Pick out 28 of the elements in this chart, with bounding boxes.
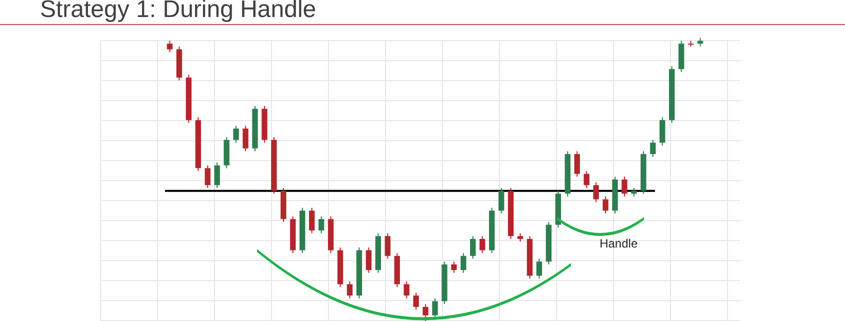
candlestick	[451, 261, 457, 274]
candlestick	[166, 40, 173, 53]
candlestick	[480, 236, 486, 254]
candlestick	[404, 280, 410, 299]
candlestick	[622, 176, 628, 197]
candlestick	[593, 182, 599, 203]
candlestick	[346, 280, 353, 299]
candlestick	[660, 116, 666, 146]
candlestick	[584, 170, 590, 188]
candlestick	[366, 246, 372, 274]
candlestick	[498, 187, 504, 214]
candlestick	[233, 125, 239, 144]
candlestick	[602, 196, 608, 214]
candlestick	[470, 236, 476, 260]
candlestick	[536, 258, 542, 280]
candlestick	[460, 252, 466, 274]
candlestick	[432, 298, 438, 319]
candlestick	[574, 150, 580, 178]
candlestick	[384, 232, 390, 260]
candlestick	[413, 292, 419, 310]
candlestick	[242, 125, 248, 152]
candlestick	[650, 139, 656, 158]
candlestick	[422, 304, 428, 321]
candlestick	[204, 164, 210, 188]
annotation: Handle	[600, 236, 638, 250]
candlestick	[309, 207, 315, 234]
candlestick	[318, 216, 324, 234]
candlestick	[214, 162, 220, 188]
